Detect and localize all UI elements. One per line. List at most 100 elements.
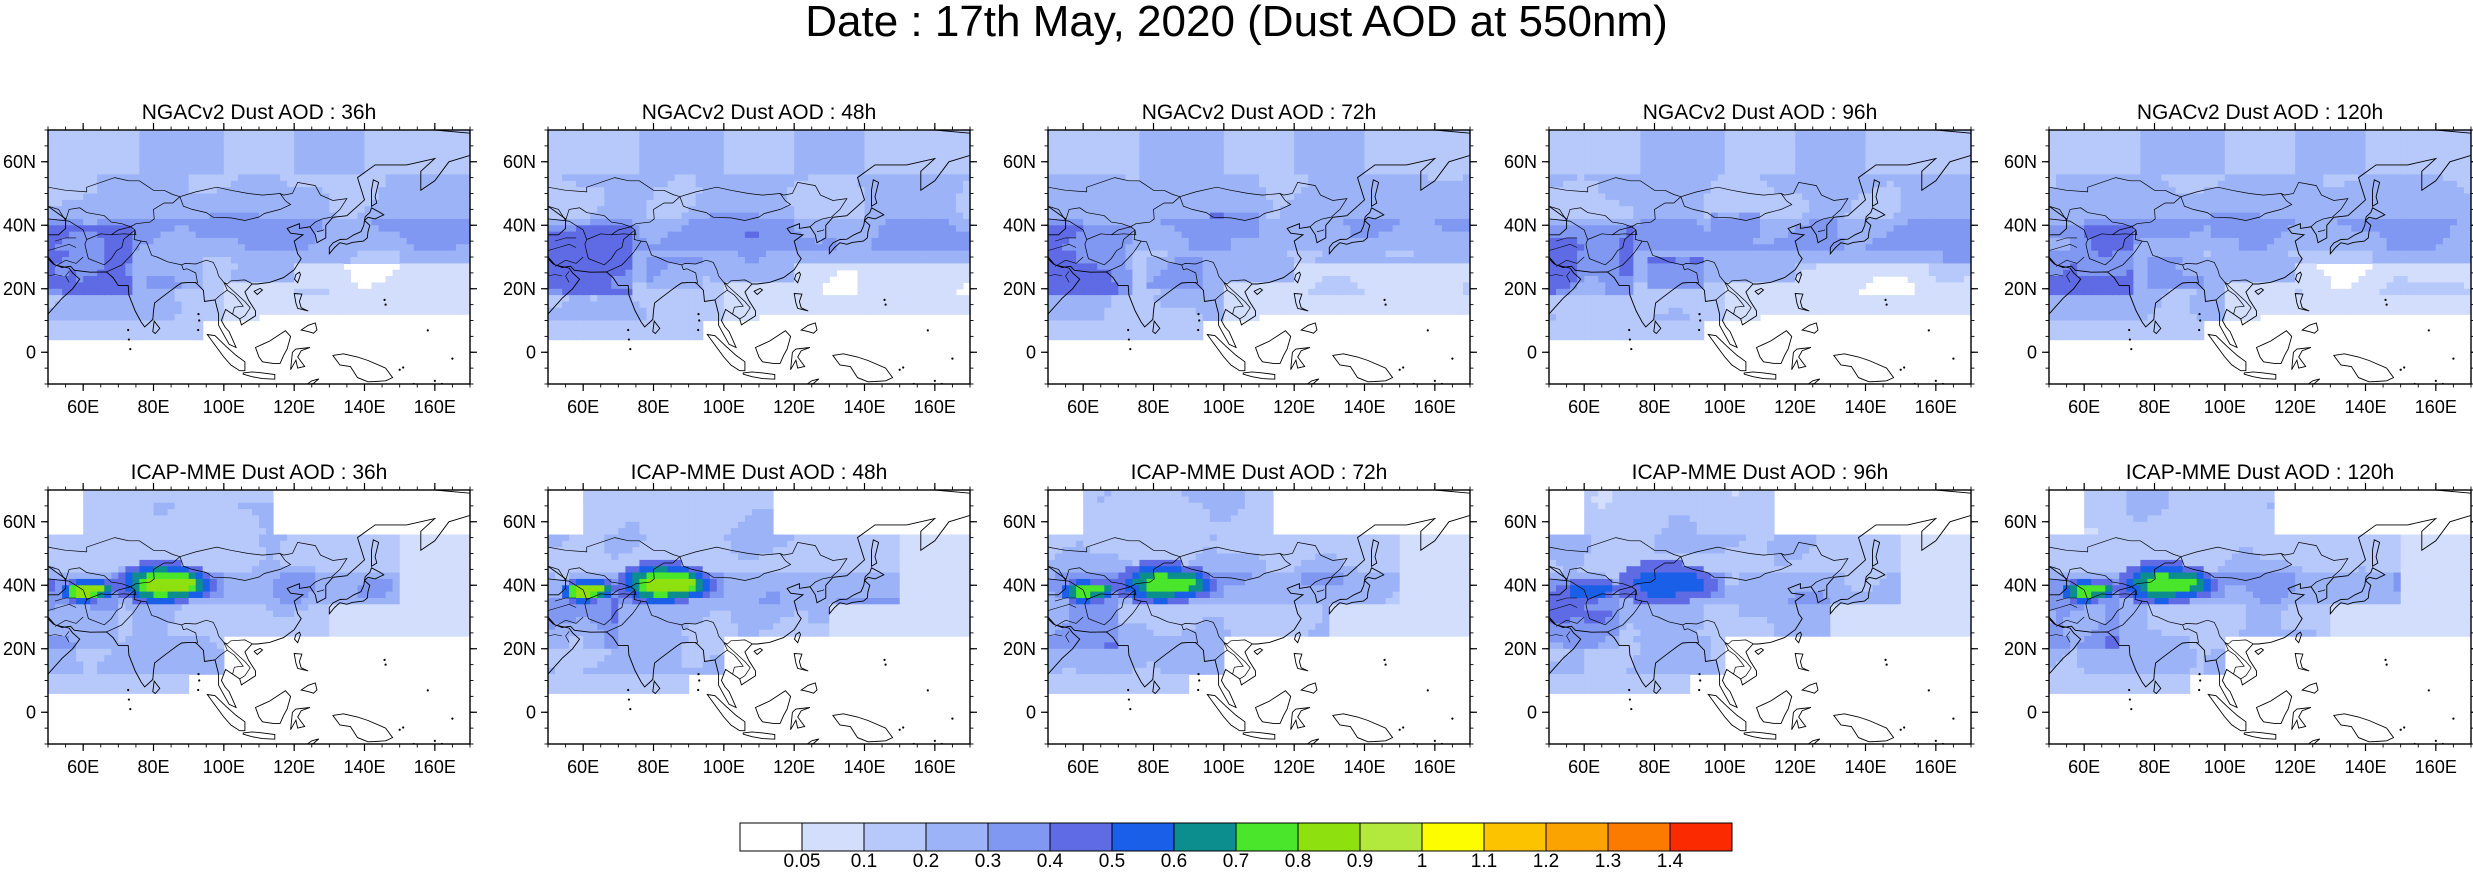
lon-tick-label: 60E — [67, 757, 99, 777]
lon-tick-label: 80E — [137, 757, 169, 777]
coastlines — [48, 130, 470, 384]
lon-tick-label: 120E — [773, 397, 815, 417]
lat-tick-label: 60N — [1504, 152, 1537, 172]
colorbar-box — [863, 822, 927, 852]
lat-tick-label: 0 — [526, 342, 536, 362]
lon-tick-label: 80E — [2138, 397, 2170, 417]
lon-tick-label: 80E — [1137, 397, 1169, 417]
lat-tick-label: 0 — [1026, 702, 1036, 722]
colorbar-label: 0.05 — [783, 851, 821, 872]
lon-tick-label: 120E — [2274, 397, 2316, 417]
lat-tick-label: 60N — [1003, 152, 1036, 172]
colorbar-label: 0.1 — [850, 851, 878, 872]
lon-tick-label: 80E — [1638, 757, 1670, 777]
lat-tick-label: 40N — [503, 215, 536, 235]
colorbar-label: 1.1 — [1470, 851, 1498, 872]
lat-tick-label: 0 — [1527, 342, 1537, 362]
lat-tick-label: 60N — [2004, 512, 2037, 532]
lon-tick-label: 120E — [1273, 757, 1315, 777]
colorbar-box — [987, 822, 1051, 852]
coastlines — [1048, 490, 1470, 744]
lon-tick-label: 160E — [414, 397, 456, 417]
map-panel-3: NGACv2 Dust AOD : 72h 60E 80E 100E 120E 140E 1… — [1003, 101, 1477, 417]
coastlines — [2049, 490, 2471, 744]
lon-tick-label: 160E — [1414, 397, 1456, 417]
aod-field — [2049, 130, 2471, 384]
lon-tick-label: 140E — [843, 397, 885, 417]
lon-tick-label: 160E — [414, 757, 456, 777]
lon-tick-label: 160E — [2415, 397, 2457, 417]
colorbar-label: 0.4 — [1036, 851, 1064, 872]
colorbar-box — [1669, 822, 1733, 852]
colorbar-label: 1.2 — [1532, 851, 1560, 872]
lon-tick-label: 60E — [567, 397, 599, 417]
lon-tick-label: 100E — [203, 757, 245, 777]
lat-tick-label: 20N — [2004, 639, 2037, 659]
lon-tick-label: 140E — [1844, 397, 1886, 417]
colorbar-box — [1421, 822, 1485, 852]
map-panel-7: ICAP-MME Dust AOD : 48h 60E 80E 100E 120E 140… — [503, 461, 977, 777]
lat-tick-label: 40N — [1003, 215, 1036, 235]
lon-tick-label: 160E — [1915, 757, 1957, 777]
lon-tick-label: 60E — [1568, 397, 1600, 417]
lon-tick-label: 100E — [1203, 397, 1245, 417]
lon-tick-label: 160E — [914, 757, 956, 777]
lon-tick-label: 120E — [273, 757, 315, 777]
lon-tick-label: 100E — [203, 397, 245, 417]
lon-tick-label: 160E — [2415, 757, 2457, 777]
lon-tick-label: 120E — [1273, 397, 1315, 417]
lon-tick-label: 60E — [2068, 397, 2100, 417]
colorbar-label: 0.5 — [1098, 851, 1126, 872]
panel-title: NGACv2 Dust AOD : 36h — [142, 101, 377, 124]
lat-tick-label: 20N — [3, 639, 36, 659]
colorbar-label: 0.6 — [1160, 851, 1188, 872]
map-panel-10: ICAP-MME Dust AOD : 120h 60E 80E 100E 120E 14… — [2004, 461, 2473, 777]
lon-tick-label: 80E — [1638, 397, 1670, 417]
lon-tick-label: 100E — [1704, 397, 1746, 417]
lat-tick-label: 60N — [503, 512, 536, 532]
panel-title: ICAP-MME Dust AOD : 72h — [1131, 461, 1388, 484]
lat-tick-label: 20N — [503, 639, 536, 659]
lat-tick-label: 40N — [503, 575, 536, 595]
map-panel-8: ICAP-MME Dust AOD : 72h 60E 80E 100E 120E 140… — [1003, 461, 1477, 777]
colorbar-label: 1.3 — [1594, 851, 1622, 872]
colorbar-box — [1173, 822, 1237, 852]
lat-tick-label: 60N — [3, 152, 36, 172]
lon-tick-label: 120E — [273, 397, 315, 417]
panel-title: NGACv2 Dust AOD : 120h — [2137, 101, 2383, 124]
colorbar-label: 0.9 — [1346, 851, 1374, 872]
aod-field — [48, 490, 470, 744]
colorbar-label: 1.4 — [1656, 851, 1684, 872]
colorbar-box — [739, 822, 803, 852]
lon-tick-label: 140E — [1343, 757, 1385, 777]
lat-tick-label: 20N — [2004, 279, 2037, 299]
lat-tick-label: 0 — [2027, 702, 2037, 722]
lon-tick-label: 140E — [343, 397, 385, 417]
colorbar-box — [1297, 822, 1361, 852]
lat-tick-label: 20N — [1504, 639, 1537, 659]
aod-field — [1549, 490, 1971, 744]
lon-tick-label: 140E — [343, 757, 385, 777]
lon-tick-label: 160E — [914, 397, 956, 417]
lat-tick-label: 20N — [503, 279, 536, 299]
lon-tick-label: 140E — [843, 757, 885, 777]
map-panel-9: ICAP-MME Dust AOD : 96h 60E 80E 100E 120E 140… — [1504, 461, 1978, 777]
lon-tick-label: 120E — [1774, 757, 1816, 777]
colorbar-box — [1607, 822, 1671, 852]
lat-tick-label: 60N — [1003, 512, 1036, 532]
lon-tick-label: 60E — [67, 397, 99, 417]
lon-tick-label: 80E — [637, 397, 669, 417]
lat-tick-label: 0 — [526, 702, 536, 722]
lat-tick-label: 0 — [1026, 342, 1036, 362]
colorbar-label: 0.2 — [912, 851, 940, 872]
panel-title: NGACv2 Dust AOD : 96h — [1643, 101, 1878, 124]
lat-tick-label: 60N — [503, 152, 536, 172]
lon-tick-label: 160E — [1915, 397, 1957, 417]
lon-tick-label: 60E — [1568, 757, 1600, 777]
colorbar-box — [801, 822, 865, 852]
panel-title: NGACv2 Dust AOD : 72h — [1142, 101, 1377, 124]
colorbar-label: 1 — [1416, 851, 1428, 872]
lon-tick-label: 100E — [1203, 757, 1245, 777]
lat-tick-label: 60N — [2004, 152, 2037, 172]
